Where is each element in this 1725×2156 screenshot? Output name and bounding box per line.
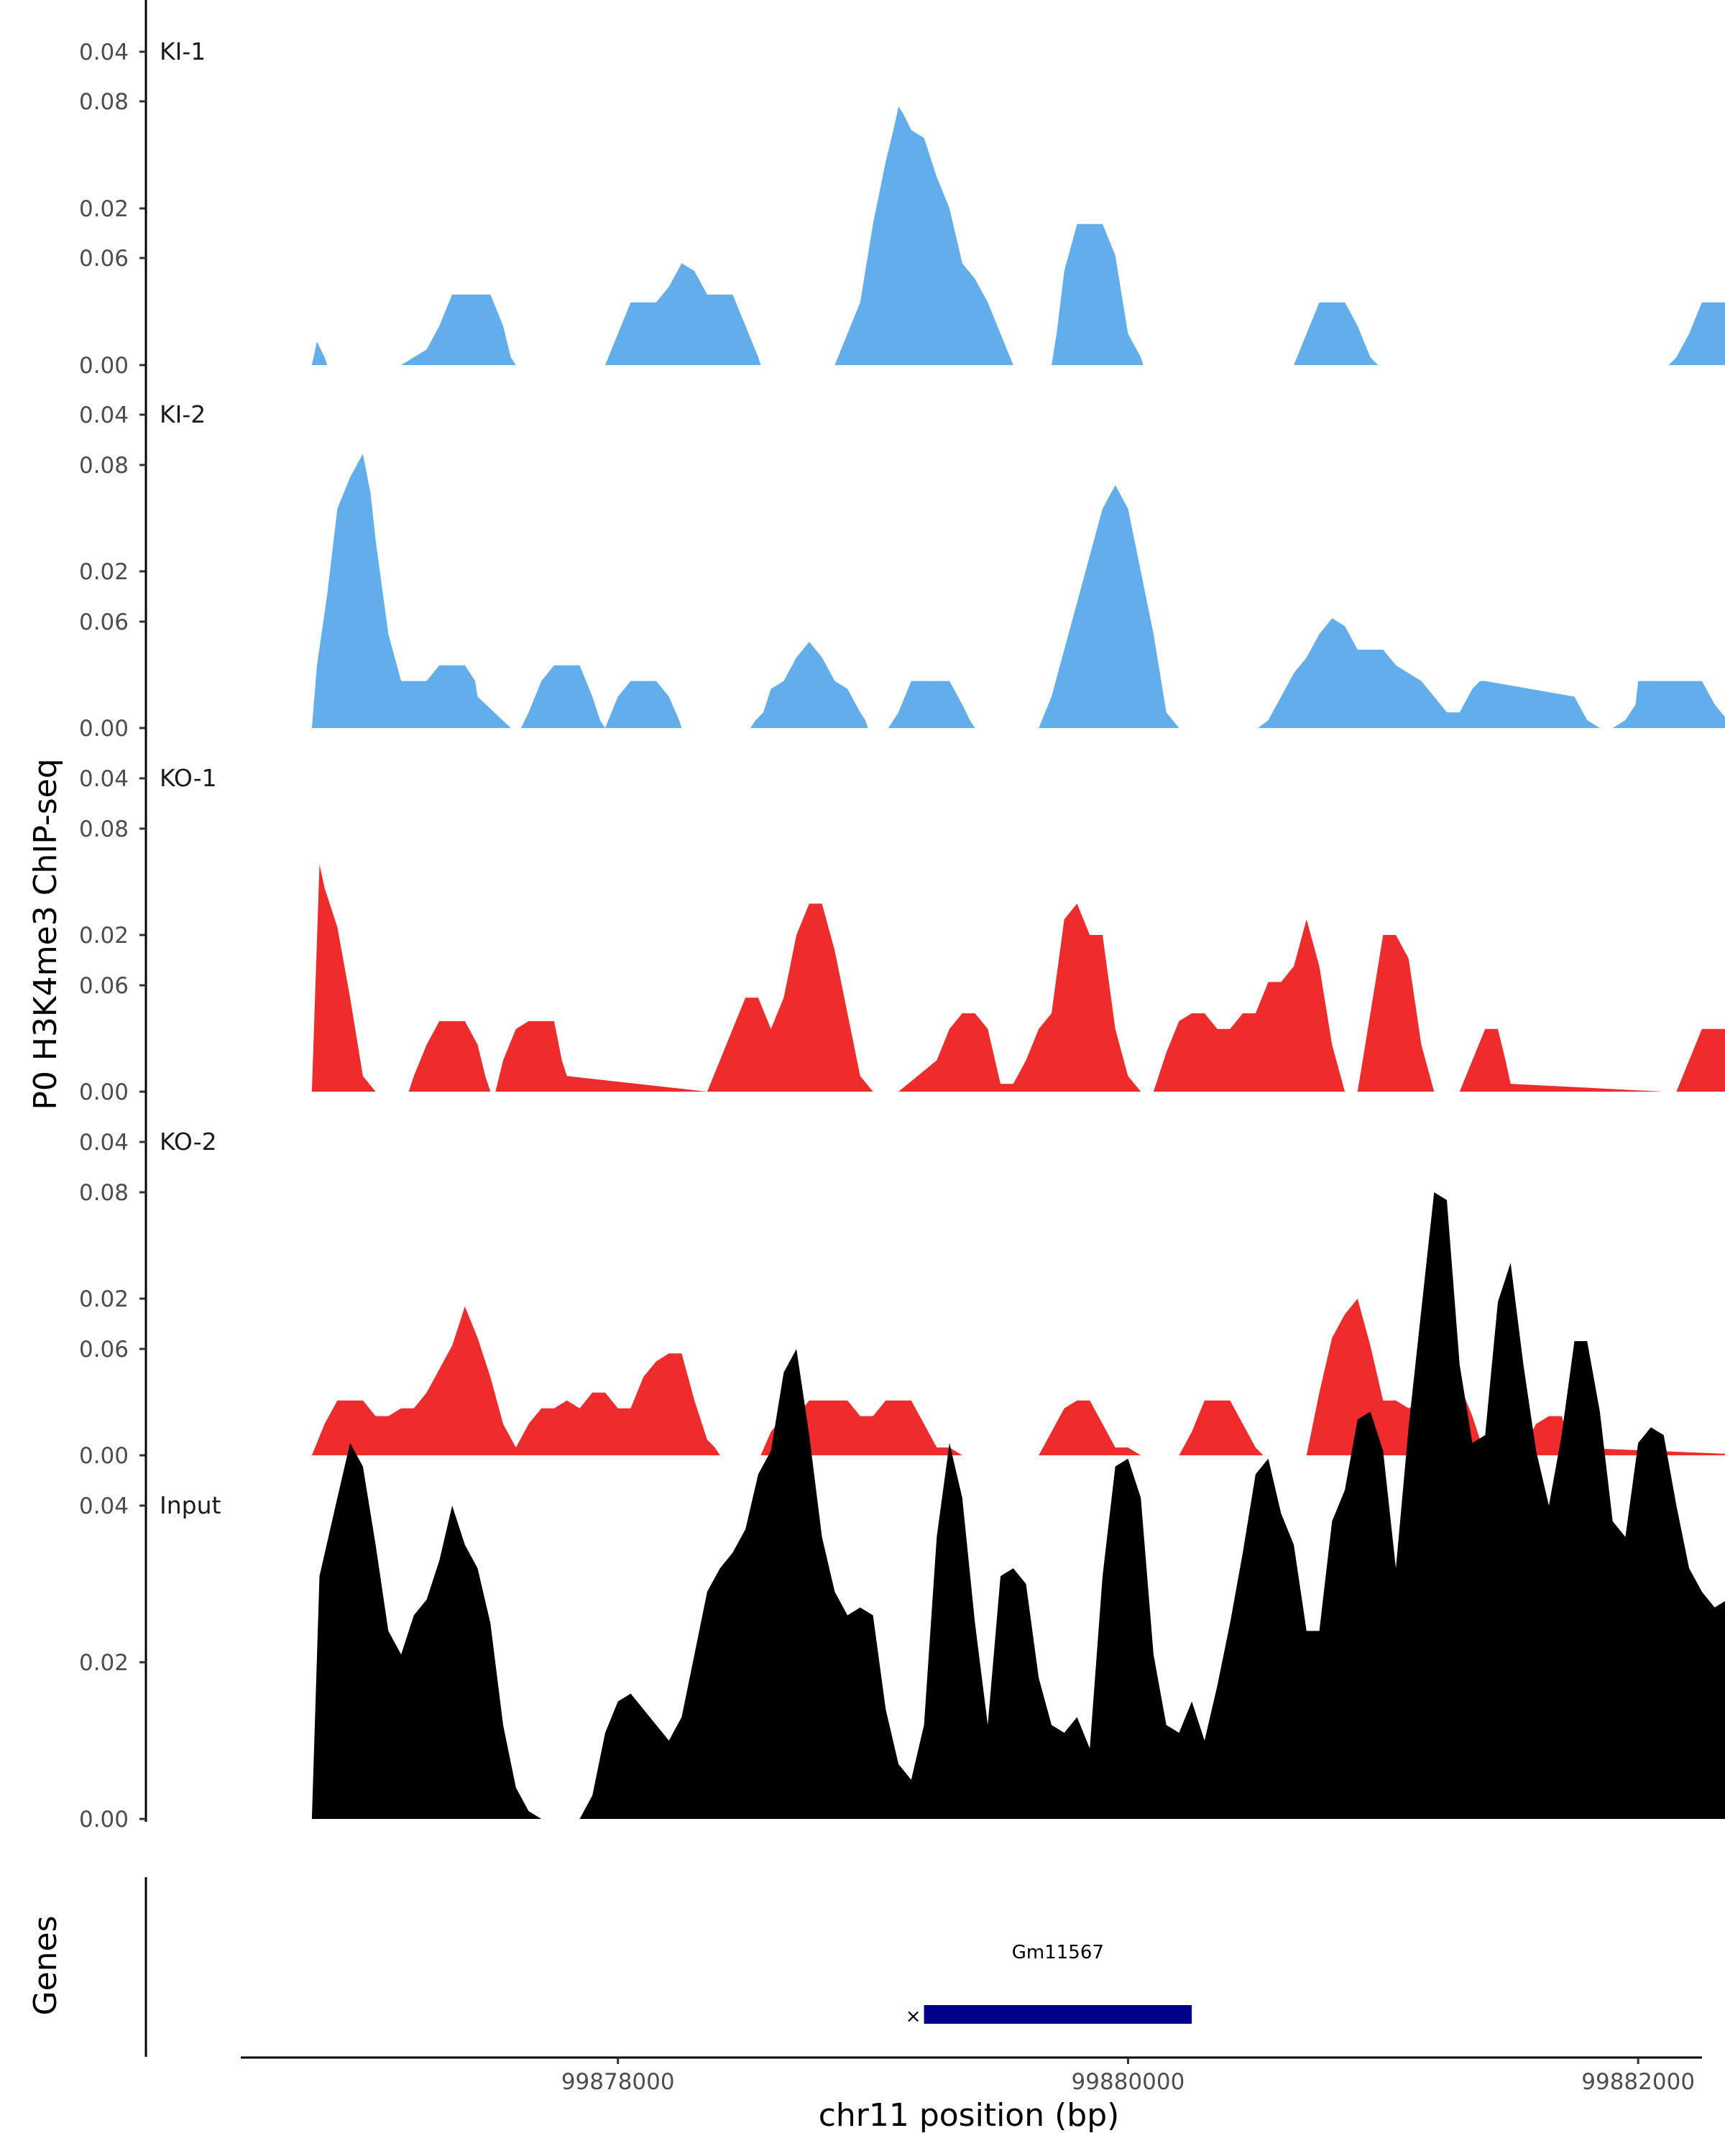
strand-marker: ×: [906, 2006, 921, 2027]
y-tick-label: 0.02: [79, 559, 129, 585]
tracks-layer: 0.00 0.02 0.04 0.06 0.08 KI-1 0.00 0.02 0.04 0.06…: [79, 0, 1725, 1833]
y-tick-label: 0.00: [79, 353, 129, 379]
track-label: KO-1: [160, 764, 217, 792]
genes-layer: Gm11567 ×: [144, 1877, 1192, 2057]
signal-area: [311, 106, 1725, 365]
y-tick-label: 0.02: [79, 196, 129, 222]
track-ko-1: 0.00 0.02 0.04 0.06 0.08 KO-1: [79, 423, 1725, 1105]
y-tick-label: 0.00: [79, 716, 129, 742]
y-tick-label: 0.04: [79, 40, 129, 65]
track-label: Input: [160, 1491, 221, 1519]
y-tick-label: 0.06: [79, 246, 129, 272]
y-tick-label: 0.04: [79, 766, 129, 792]
x-tick-label: 99878000: [561, 2069, 675, 2095]
y-tick-label: 0.04: [79, 1130, 129, 1156]
track-label: KI-2: [160, 400, 206, 428]
y-tick-label: 0.08: [79, 89, 129, 115]
track-ki-1: 0.00 0.02 0.04 0.06 0.08 KI-1: [79, 0, 1725, 379]
track-ko-2: 0.00 0.02 0.04 0.06 0.08 KO-2: [79, 786, 1725, 1469]
y-tick-label: 0.06: [79, 973, 129, 999]
y-tick-label: 0.06: [79, 1337, 129, 1363]
y-tick-label: 0.02: [79, 1286, 129, 1312]
genes-axis-title: Genes: [27, 1915, 64, 2015]
track-label: KI-1: [160, 37, 206, 65]
track-input: 0.00 0.02 0.04 0.06 0.08 Input: [79, 1150, 1725, 1833]
signal-area: [311, 864, 1725, 1092]
y-tick-label: 0.08: [79, 453, 129, 479]
gene-body: [924, 2005, 1192, 2024]
x-axis: 99878000 99880000 99882000: [241, 2056, 1702, 2095]
y-tick-label: 0.00: [79, 1443, 129, 1469]
y-tick-label: 0.02: [79, 1650, 129, 1676]
y-tick-label: 0.00: [79, 1079, 129, 1105]
x-tick-label: 99880000: [1072, 2069, 1185, 2095]
x-tick-label: 99882000: [1581, 2069, 1695, 2095]
y-tick-label: 0.08: [79, 1180, 129, 1206]
y-tick-label: 0.08: [79, 816, 129, 842]
y-axis-title: P0 H3K4me3 ChIP-seq: [27, 758, 64, 1110]
signal-area: [311, 453, 1725, 728]
gene-gm11567: Gm11567 ×: [906, 1942, 1192, 2027]
track-label: KO-2: [160, 1128, 217, 1156]
gene-label: Gm11567: [1012, 1942, 1104, 1963]
y-tick-label: 0.02: [79, 923, 129, 949]
y-tick-label: 0.06: [79, 609, 129, 635]
y-tick-label: 0.00: [79, 1807, 129, 1833]
y-tick-label: 0.04: [79, 402, 129, 428]
x-axis-title: chr11 position (bp): [819, 2097, 1120, 2134]
y-tick-label: 0.04: [79, 1493, 129, 1519]
signal-area: [311, 1192, 1725, 1819]
